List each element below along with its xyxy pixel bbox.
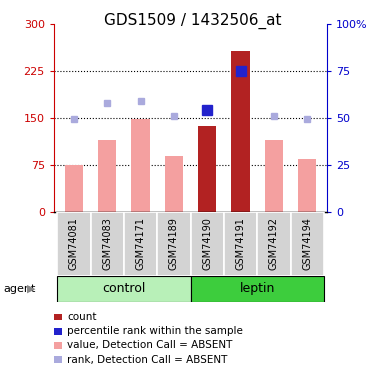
Bar [57, 212, 90, 276]
Text: GSM74190: GSM74190 [202, 217, 212, 270]
Text: ▶: ▶ [27, 284, 36, 294]
Text: GSM74189: GSM74189 [169, 217, 179, 270]
Text: count: count [67, 312, 97, 322]
Text: GSM74083: GSM74083 [102, 217, 112, 270]
Text: rank, Detection Call = ABSENT: rank, Detection Call = ABSENT [67, 355, 228, 364]
Bar [57, 276, 191, 302]
Text: percentile rank within the sample: percentile rank within the sample [67, 326, 243, 336]
Bar [265, 140, 283, 212]
Bar [90, 212, 124, 276]
Bar [231, 51, 250, 212]
Text: leptin: leptin [239, 282, 275, 295]
Text: GSM74194: GSM74194 [302, 217, 312, 270]
Bar [291, 212, 324, 276]
Bar [191, 276, 324, 302]
Text: GSM74081: GSM74081 [69, 217, 79, 270]
Bar [198, 126, 216, 212]
Bar [131, 119, 150, 212]
Text: control: control [102, 282, 146, 295]
Bar [124, 212, 157, 276]
Text: agent: agent [4, 284, 36, 294]
Bar [65, 165, 83, 212]
Bar [165, 156, 183, 212]
Text: GSM74192: GSM74192 [269, 217, 279, 270]
Text: value, Detection Call = ABSENT: value, Detection Call = ABSENT [67, 340, 233, 350]
Bar [191, 212, 224, 276]
Bar [257, 212, 291, 276]
Bar [157, 212, 191, 276]
Text: GDS1509 / 1432506_at: GDS1509 / 1432506_at [104, 13, 281, 29]
Bar [298, 159, 316, 212]
Text: GSM74171: GSM74171 [136, 217, 146, 270]
Text: GSM74191: GSM74191 [236, 217, 246, 270]
Bar [98, 140, 116, 212]
Bar [224, 212, 257, 276]
